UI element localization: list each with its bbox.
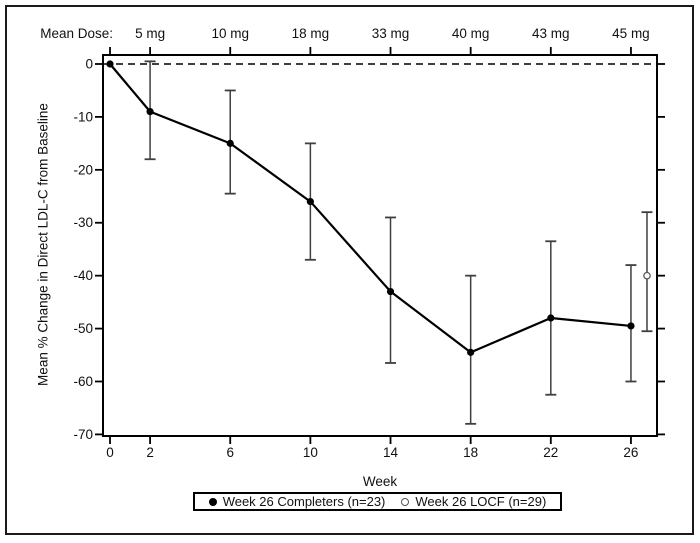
- data-point-filled: [467, 348, 475, 356]
- y-tick-label: -70: [73, 427, 93, 442]
- x-tick-label: 22: [543, 445, 558, 460]
- x-tick-label: 14: [383, 445, 399, 460]
- data-point-filled: [306, 197, 314, 206]
- legend-label-completers: Week 26 Completers (n=23): [222, 494, 386, 509]
- dose-label: 5 mg: [135, 26, 166, 41]
- x-tick-label: 2: [146, 445, 154, 460]
- filled-circle-icon: [208, 497, 217, 506]
- legend-entry-completers: Week 26 Completers (n=23): [208, 494, 386, 509]
- dose-label: 43 mg: [532, 26, 570, 41]
- legend: Week 26 Completers (n=23) Week 26 LOCF (…: [193, 492, 562, 511]
- dose-label: 10 mg: [211, 26, 249, 41]
- dose-label: 45 mg: [612, 26, 650, 41]
- legend-entry-locf: Week 26 LOCF (n=29): [401, 495, 546, 508]
- x-tick-label: 6: [226, 445, 234, 460]
- x-axis-title: Week: [362, 474, 398, 489]
- data-point-filled: [146, 108, 154, 116]
- data-point-filled: [226, 139, 234, 147]
- x-tick-label: 0: [106, 445, 114, 460]
- legend-label-locf: Week 26 LOCF (n=29): [415, 494, 547, 509]
- data-point-open: [643, 271, 651, 280]
- y-axis-title: Mean % Change in Direct LDL-C from Basel…: [35, 103, 51, 386]
- x-tick-label: 10: [303, 445, 318, 460]
- x-tick-label: 18: [463, 445, 478, 460]
- data-point-filled: [386, 287, 395, 296]
- dose-label: 33 mg: [371, 26, 410, 41]
- x-tick-label: 26: [623, 445, 638, 460]
- y-tick-label: -60: [73, 374, 93, 389]
- y-tick-label: -10: [73, 109, 93, 124]
- y-tick-label: -50: [73, 321, 93, 336]
- y-tick-label: -30: [73, 215, 93, 230]
- plot-box: [102, 54, 658, 437]
- dose-row: 5 mg 10 mg 18 mg 33 mg 40 mg 43 mg 45 mg: [0, 26, 700, 43]
- mean-dose-label: Mean Dose:: [40, 26, 113, 41]
- data-point-filled: [106, 60, 114, 68]
- completers-line: [109, 63, 632, 354]
- open-circle-icon: [401, 497, 410, 506]
- data-point-filled: [547, 314, 555, 322]
- y-tick-label: -40: [73, 268, 93, 283]
- dose-label: 18 mg: [291, 26, 330, 41]
- y-tick-label: 0: [85, 56, 93, 71]
- dose-label: 40 mg: [451, 26, 490, 41]
- data-point-filled: [627, 322, 635, 330]
- y-tick-label: -20: [73, 162, 93, 177]
